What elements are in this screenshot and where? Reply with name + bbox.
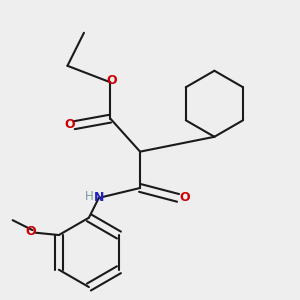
Text: O: O: [179, 191, 190, 204]
Text: N: N: [94, 191, 105, 204]
Text: O: O: [107, 74, 117, 87]
Text: O: O: [26, 225, 36, 238]
Text: H: H: [85, 190, 93, 203]
Text: O: O: [64, 118, 75, 131]
